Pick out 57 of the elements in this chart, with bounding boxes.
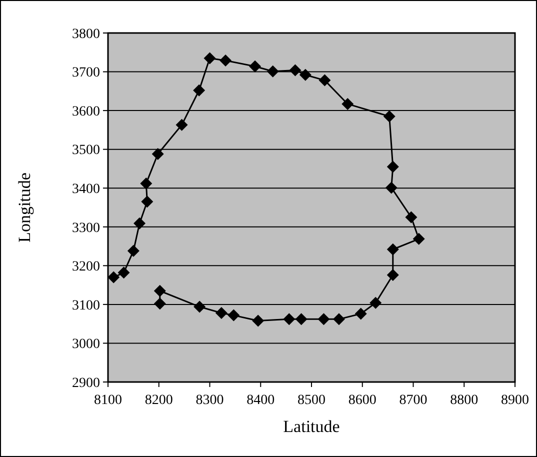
- point: [140, 177, 152, 190]
- x-tick-label: 8400: [246, 393, 275, 408]
- point: [193, 84, 206, 96]
- point: [154, 298, 166, 310]
- x-tick-label: 8600: [348, 393, 376, 408]
- y-tick-label: 3100: [72, 298, 100, 314]
- point: [405, 211, 418, 224]
- y-tick-label: 3200: [72, 260, 100, 275]
- y-tick-label: 3500: [72, 143, 100, 158]
- point: [386, 160, 399, 173]
- y-tick-label: 3600: [72, 104, 100, 120]
- x-tick-label: 8100: [94, 393, 122, 408]
- x-tick-label: 8900: [501, 393, 529, 408]
- point: [152, 148, 164, 160]
- point: [215, 306, 228, 319]
- y-tick-label: 3700: [72, 66, 100, 81]
- point: [342, 98, 354, 110]
- x-tick-label: 8500: [298, 393, 326, 408]
- point: [295, 313, 308, 326]
- point: [386, 243, 399, 256]
- y-tick-label: 3000: [72, 337, 100, 352]
- point: [127, 244, 140, 257]
- y-tick-label: 3400: [72, 182, 100, 198]
- point: [383, 110, 396, 122]
- point: [194, 300, 206, 313]
- y-tick-label: 3800: [72, 26, 100, 42]
- point: [154, 284, 166, 297]
- x-tick-label: 8800: [450, 393, 478, 408]
- point: [134, 217, 146, 230]
- x-tick-label: 8200: [144, 393, 173, 408]
- point: [228, 309, 240, 322]
- point: [370, 296, 382, 309]
- point: [299, 68, 312, 81]
- point: [252, 314, 264, 327]
- y-axis-title: Longitude: [15, 172, 34, 242]
- point: [386, 268, 399, 281]
- x-tick-label: 8300: [196, 393, 224, 408]
- point: [289, 64, 302, 76]
- point: [204, 52, 216, 64]
- point: [412, 232, 425, 245]
- point: [176, 118, 188, 131]
- point: [141, 196, 154, 208]
- x-axis-title: Latitude: [283, 417, 340, 436]
- point: [118, 266, 130, 279]
- y-tick-label: 2900: [72, 376, 100, 391]
- point: [332, 313, 345, 326]
- point: [318, 313, 330, 326]
- point: [249, 60, 262, 72]
- y-tick-label: 3300: [72, 220, 100, 236]
- point: [220, 54, 232, 67]
- point: [108, 271, 120, 284]
- x-tick-label: 8700: [399, 393, 428, 408]
- point: [318, 74, 331, 86]
- point: [354, 308, 367, 320]
- point: [385, 182, 398, 194]
- point: [266, 65, 279, 78]
- point: [283, 313, 296, 326]
